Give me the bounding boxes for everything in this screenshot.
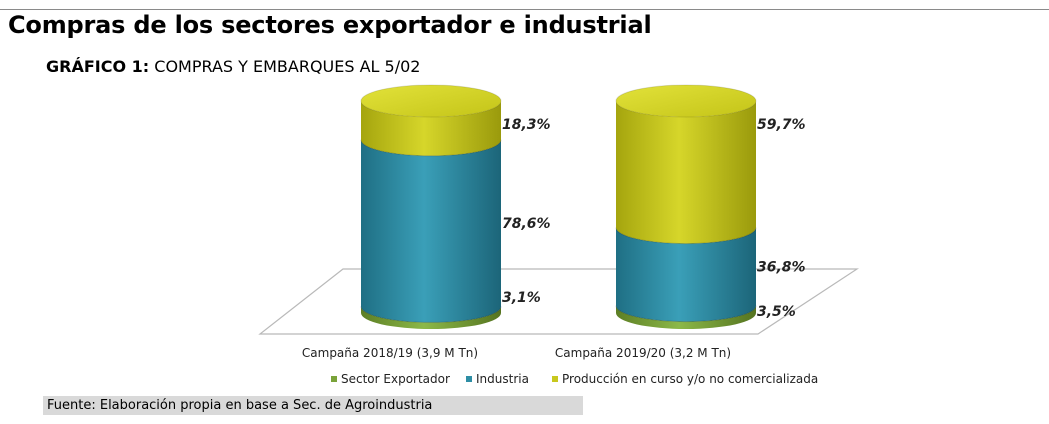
data-label: 36,8% — [757, 260, 806, 276]
segment-boundary — [615, 227, 757, 245]
page-title: Compras de los sectores exportador e ind… — [8, 11, 652, 39]
chart-subtitle: GRÁFICO 1: COMPRAS Y EMBARQUES AL 5/02 — [46, 57, 420, 76]
stacked-cylinder-chart: 3,1% 78,6% 18,3% 3,5% 36,8% 59,7% Campaña 201… — [258, 84, 860, 386]
top-rule — [0, 9, 1049, 10]
chart-number: GRÁFICO 1: — [46, 57, 150, 76]
legend-swatch — [331, 376, 337, 382]
bar-segment-1-col-2 — [616, 305, 756, 329]
cylinder-top-1 — [360, 84, 502, 118]
bar-segment-1-col-1 — [361, 306, 501, 329]
legend-swatch — [552, 376, 558, 382]
bar-segment-3-col-1 — [361, 101, 501, 156]
bar-segment-2-col-2 — [616, 227, 756, 322]
category-label: Campaña 2019/20 (3,2 M Tn) — [555, 346, 731, 360]
bar-segment-2-col-1 — [361, 139, 501, 323]
category-labels-group: Campaña 2018/19 (3,9 M Tn) Campaña 2019/2… — [302, 346, 731, 360]
category-label: Campaña 2018/19 (3,9 M Tn) — [302, 346, 478, 360]
cylinder-top-2 — [615, 84, 757, 118]
bar-segment-3-col-2 — [616, 101, 756, 244]
legend-label: Industria — [476, 372, 529, 386]
segment-boundary — [615, 305, 757, 323]
data-label: 3,5% — [757, 304, 796, 320]
data-label: 18,3% — [502, 117, 551, 133]
legend: Sector Exportador Industria Producción en … — [331, 372, 818, 386]
data-label: 78,6% — [502, 216, 551, 232]
source-note: Fuente: Elaboración propia en base a Sec… — [43, 396, 583, 415]
legend-swatch — [466, 376, 472, 382]
legend-label: Producción en curso y/o no comercializad… — [562, 372, 818, 386]
legend-label: Sector Exportador — [341, 372, 450, 386]
chart-caption: COMPRAS Y EMBARQUES AL 5/02 — [154, 57, 421, 76]
floor-plane — [258, 268, 860, 335]
bars-group — [360, 84, 757, 329]
data-labels-group: 3,1% 78,6% 18,3% 3,5% 36,8% 59,7% — [502, 117, 806, 320]
data-label: 3,1% — [502, 290, 541, 306]
segment-boundary — [360, 139, 502, 157]
segment-boundary — [360, 306, 502, 323]
data-label: 59,7% — [757, 117, 806, 133]
